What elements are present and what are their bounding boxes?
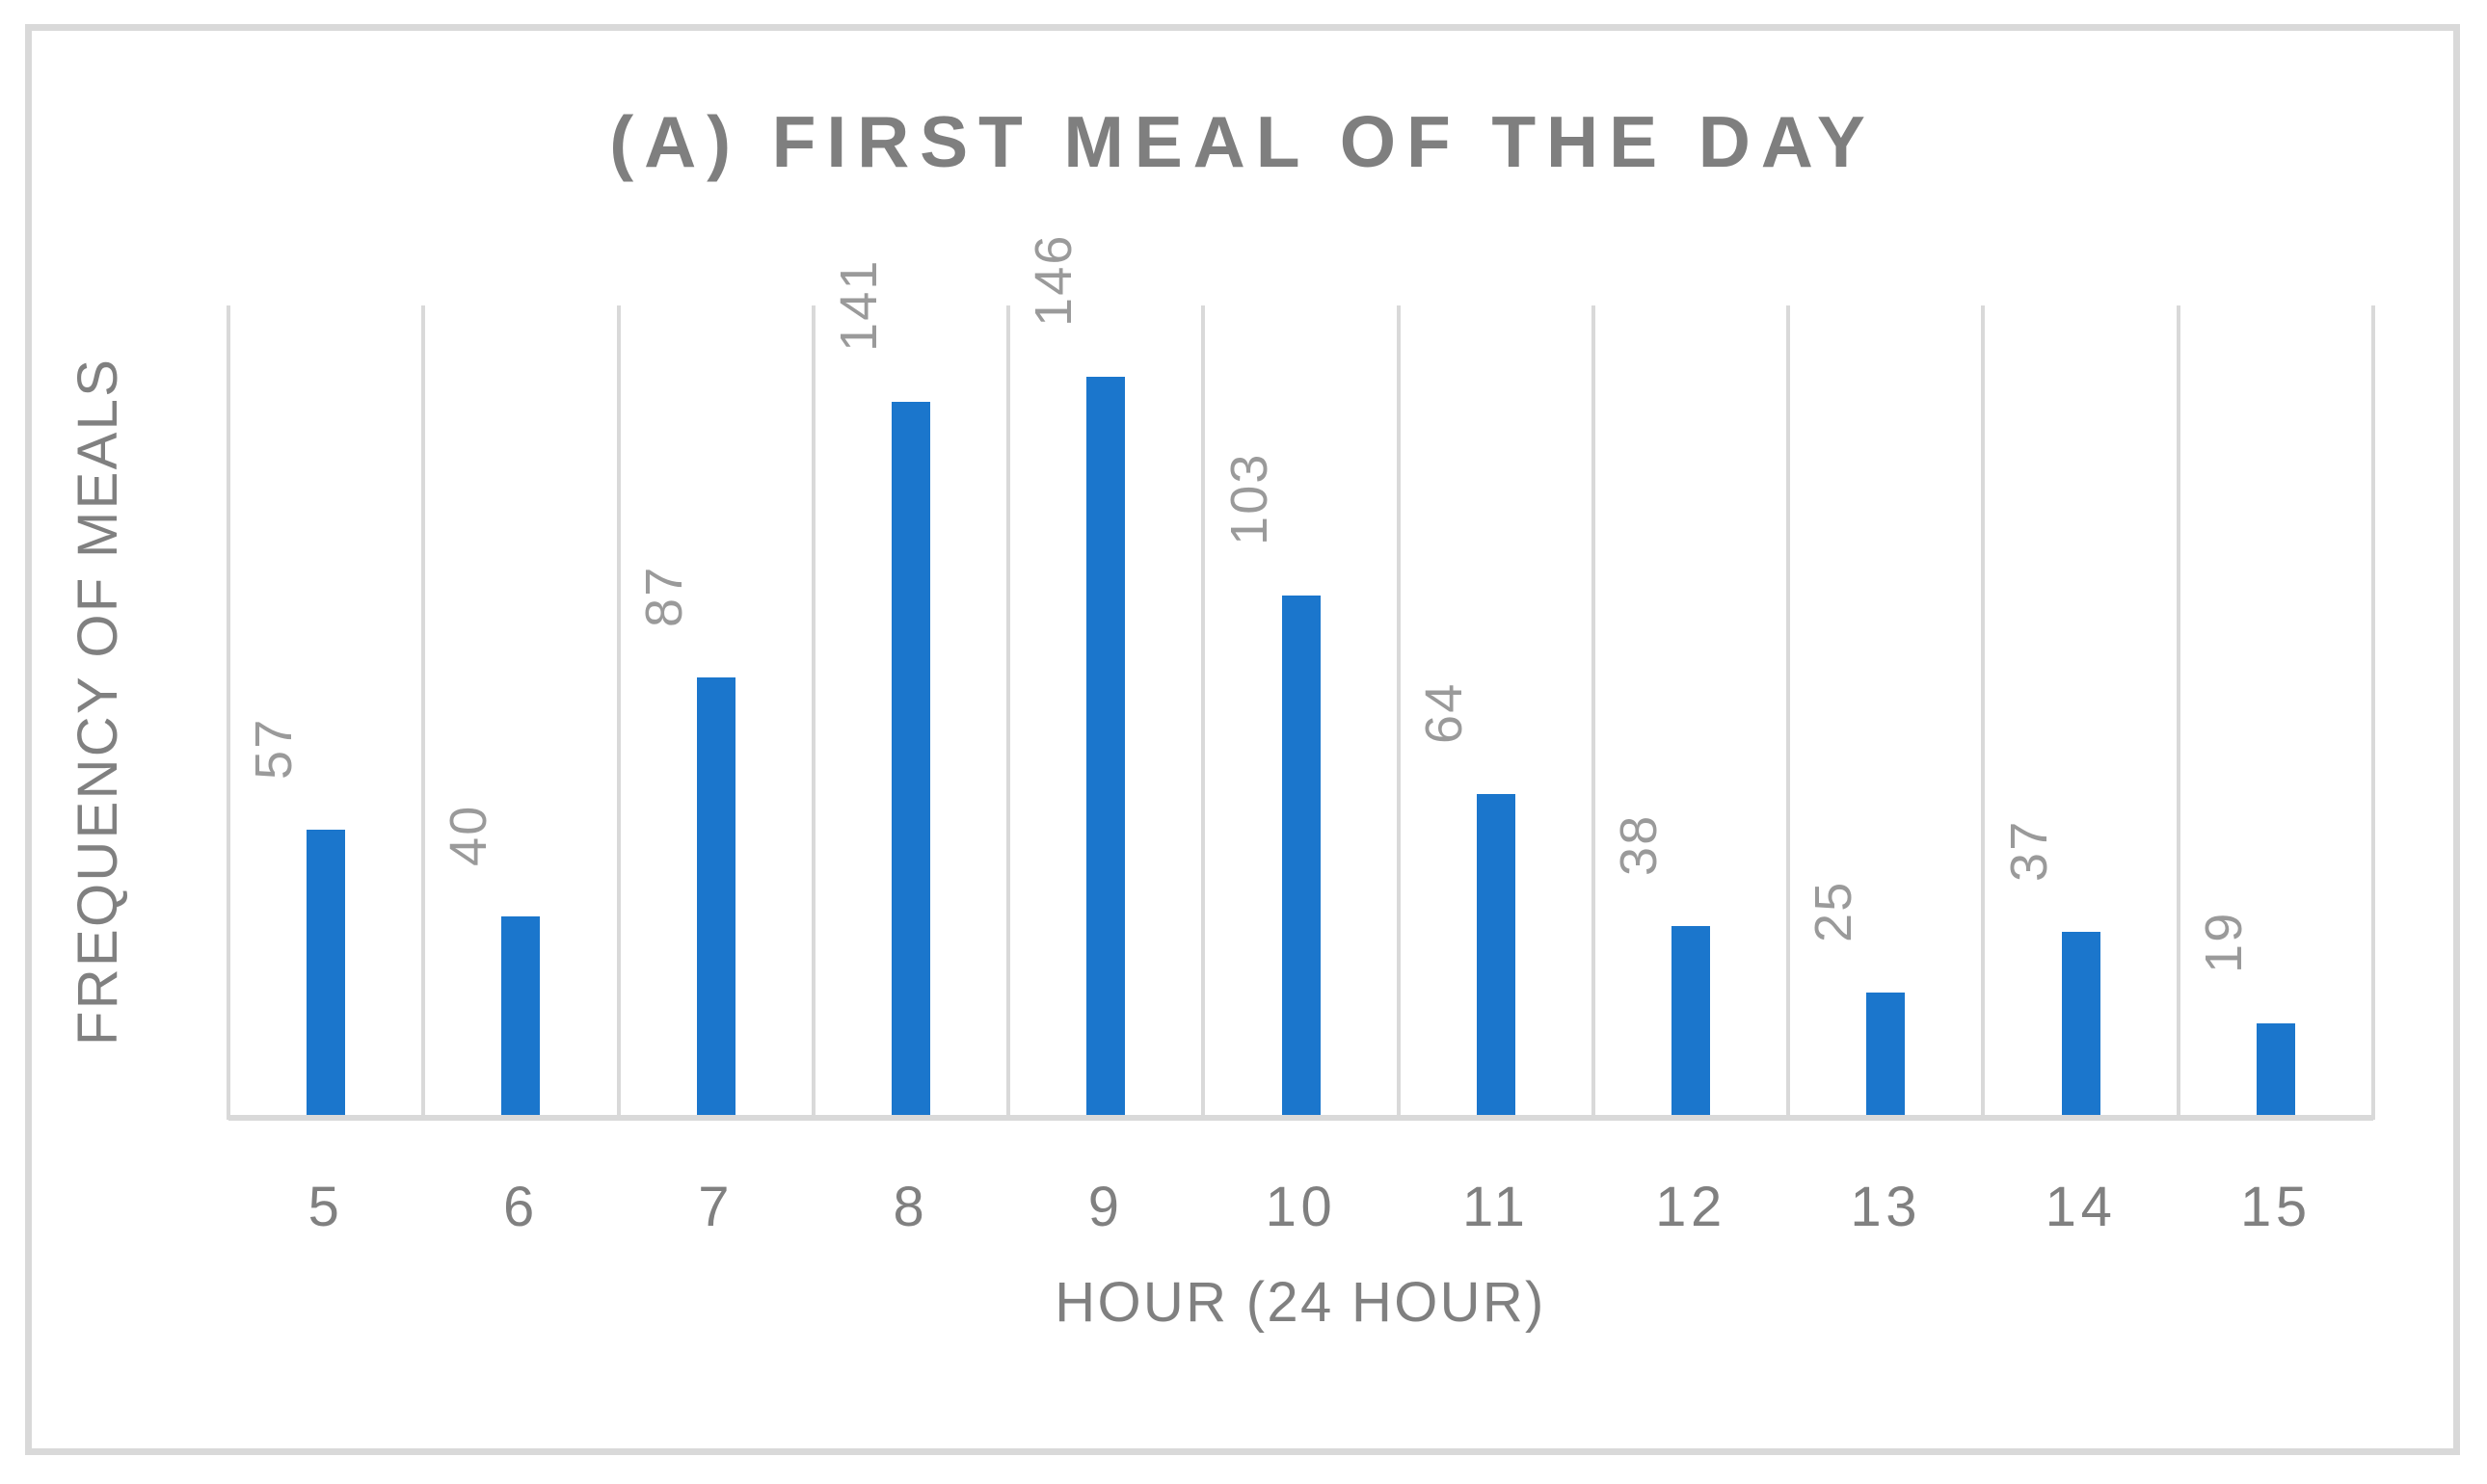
x-axis-category-label: 13: [1850, 1176, 1922, 1238]
chart-frame: [25, 24, 2460, 1455]
x-axis-category-label: 5: [308, 1176, 344, 1238]
x-axis-category-label: 12: [1655, 1176, 1726, 1238]
vertical-gridline: [227, 305, 230, 1120]
bar-value-label: 19: [2194, 911, 2253, 973]
bar-value-label: 37: [1999, 819, 2058, 882]
vertical-gridline: [811, 305, 816, 1120]
bar-value-label: 25: [1805, 880, 1863, 942]
bar: [2256, 1022, 2295, 1120]
x-axis-title: HOUR (24 HOUR): [1055, 1271, 1546, 1334]
bar: [891, 402, 930, 1120]
chart-title: (A) FIRST MEAL OF THE DAY: [609, 101, 1876, 182]
bar: [1866, 992, 1906, 1120]
bar: [1281, 596, 1321, 1120]
bar: [1086, 376, 1126, 1120]
bar-value-label: 146: [1025, 233, 1083, 327]
x-axis-category-label: 8: [893, 1176, 929, 1238]
bar-value-label: 38: [1610, 813, 1669, 877]
bar-value-label: 87: [634, 565, 693, 627]
vertical-gridline: [1591, 305, 1595, 1120]
bar: [696, 676, 735, 1120]
vertical-gridline: [1396, 305, 1401, 1120]
bar-value-label: 57: [245, 717, 304, 780]
bar: [1476, 794, 1515, 1120]
bar: [501, 915, 541, 1120]
bar: [307, 829, 346, 1120]
vertical-gridline: [2176, 305, 2180, 1120]
x-axis-category-label: 6: [502, 1176, 539, 1238]
x-axis-category-label: 11: [1462, 1176, 1530, 1238]
x-axis-category-label: 9: [1087, 1176, 1124, 1238]
vertical-gridline: [2371, 305, 2375, 1120]
vertical-gridline: [1006, 305, 1011, 1120]
bar-value-label: 103: [1219, 452, 1278, 546]
vertical-gridline: [1201, 305, 1206, 1120]
vertical-gridline: [1981, 305, 1986, 1120]
x-axis-category-label: 7: [698, 1176, 735, 1238]
x-axis-line: [228, 1115, 2373, 1121]
vertical-gridline: [421, 305, 426, 1120]
bar: [1671, 926, 1711, 1120]
x-axis-category-label: 10: [1265, 1176, 1337, 1238]
vertical-gridline: [616, 305, 621, 1120]
bar-value-label: 141: [829, 258, 888, 353]
bar-value-label: 64: [1414, 681, 1473, 744]
x-axis-category-label: 15: [2239, 1176, 2312, 1238]
x-axis-category-label: 14: [2045, 1176, 2117, 1238]
bar-value-label: 40: [440, 804, 498, 866]
bar: [2061, 931, 2100, 1120]
vertical-gridline: [1786, 305, 1791, 1120]
